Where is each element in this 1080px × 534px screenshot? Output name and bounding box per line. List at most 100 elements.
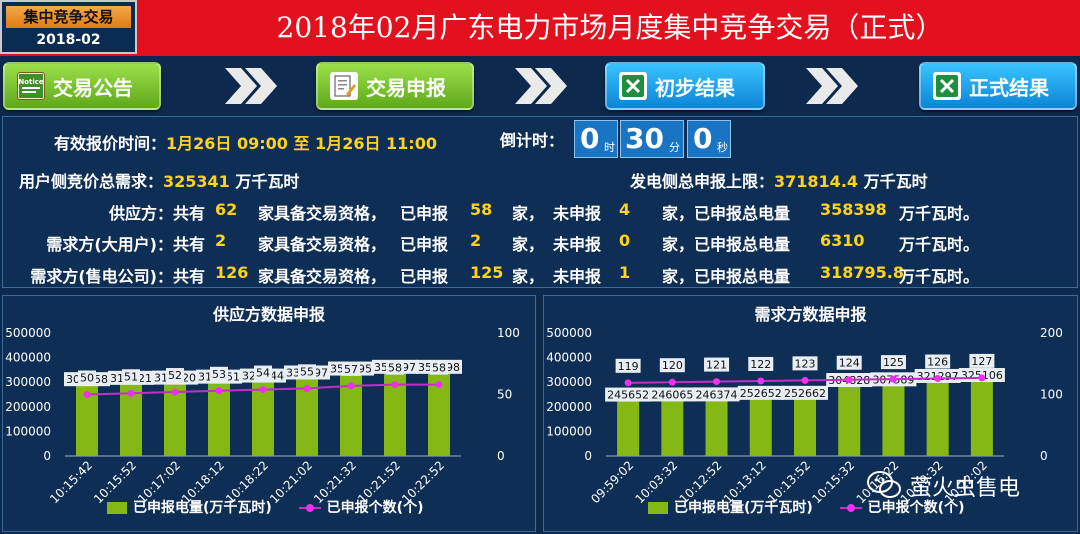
count-value-label: 119 [615,358,641,373]
period-badge: 集中竞争交易 2018-02 [0,0,137,54]
line-swatch [298,502,321,514]
legend-bar-item: 已申报电量(万千瓦时) [107,500,272,516]
count-point [668,378,676,386]
bar-value-label: 252652 [737,385,784,400]
row-total: 62 [215,200,238,219]
line-swatch [839,502,862,514]
row-power: 358398 [820,200,887,219]
bar [208,377,230,456]
demand-chart: 0 100000 200000 300000 400000 500000 0 100 200 24… [546,326,1063,506]
supply-chart-panel: 供应方数据申报 0 100000 200000 300000 400000 500000 0… [2,295,536,532]
bar [340,369,362,456]
y2-tick-label: 100 [1040,388,1063,402]
row-undeclared: 0 [619,231,631,250]
bar [749,393,772,456]
notice-icon: Notice [17,72,45,100]
supply-legend: 已申报电量(万千瓦时) 已申报个数(个) [107,497,423,517]
declaration-label: 交易申报 [366,75,446,100]
row-name: 需求方(售电公司)： [30,267,173,286]
final-result-button[interactable]: 正式结果 [919,62,1077,110]
count-value-text: 58 [388,362,402,375]
bar-swatch [107,502,127,514]
preliminary-result-label: 初步结果 [655,75,735,100]
count-value-bg [386,360,404,375]
bar-value-text: 252652 [740,387,782,400]
demand-chart-panel: 需求方数据申报 0 100000 200000 300000 400000 500000 0… [543,295,1078,532]
gen-limit-row: 发电侧总申报上限：371814.4 万千瓦时 [630,172,928,191]
count-value-label: 51 [122,369,140,384]
valid-time-label: 有效报价时间： [54,134,167,153]
y-tick-label: 400000 [5,351,51,365]
y2-tick-label: 50 [497,388,512,402]
step-arrow-icon [806,68,858,104]
participant-row-large-user: 需求方(大用户)： 共有 2 家具备交易资格， 已申报 2 家， 未申报 0 家… [46,231,980,254]
bar-value-bg [693,387,740,402]
bar-value-label: 252662 [782,385,828,400]
count-value-bg [298,364,316,379]
row-declared: 2 [470,231,482,250]
count-value-bg [659,358,685,373]
count-value-label: 58 [386,360,404,375]
y2-tick-label: 0 [497,449,505,463]
bar-value-text: 245652 [607,389,649,402]
svg-text:Notice: Notice [18,78,44,86]
row-undeclared: 1 [619,263,631,282]
count-value-bg [704,357,730,372]
count-value-text: 54 [256,367,270,380]
header-bar [0,0,1080,56]
bar [296,373,318,456]
count-value-label: 120 [659,358,685,373]
y-tick-label: 200000 [5,400,51,414]
y-tick-label: 500000 [546,326,592,340]
count-value-bg [430,360,448,375]
bar [76,380,98,456]
count-value-label: 50 [78,370,96,385]
countdown-minutes: 30 分 [620,120,684,158]
x-tick-label: 10:15:42 [47,458,95,506]
row-total: 2 [215,231,227,250]
preliminary-result-button[interactable]: 初步结果 [605,62,765,110]
chart-title: 需求方数据申报 [754,305,867,324]
bar-value-bg [737,385,784,400]
count-value-label: 57 [342,361,360,376]
row-power: 6310 [820,231,865,250]
y-tick-label: 300000 [5,375,51,389]
bar [926,376,949,456]
count-value-label: 125 [880,355,906,370]
row-total: 126 [215,263,249,282]
count-value-text: 121 [706,359,727,372]
watermark: 萤火虫售电 [866,468,1066,504]
final-result-label: 正式结果 [969,75,1049,100]
bar-value-bg [605,387,652,402]
demand-legend: 已申报电量(万千瓦时) 已申报个数(个) [648,497,964,517]
declaration-button[interactable]: 交易申报 [316,62,474,110]
count-point [83,391,91,398]
count-point [391,381,399,389]
y-tick-label: 0 [584,449,592,463]
count-value-label: 55 [298,364,316,379]
count-point [845,376,853,384]
bar [838,381,861,456]
count-value-label: 122 [748,356,774,371]
chart-title: 供应方数据申报 [212,305,325,324]
count-value-label: 54 [254,365,272,380]
count-point [978,374,986,382]
bar [661,395,684,456]
row-power: 318795.8 [820,263,905,282]
bar [428,367,450,456]
bar-value-label: 245652 [605,387,652,402]
announcement-button[interactable]: Notice 交易公告 [3,62,161,110]
count-value-text: 55 [300,365,314,378]
count-value-bg [748,356,774,371]
count-value-bg [122,369,140,384]
count-value-text: 120 [662,359,683,372]
count-point [127,389,135,397]
bar [970,376,993,456]
count-point [757,377,765,385]
bar [384,367,406,456]
bar-value-text: 246065 [651,388,693,401]
count-value-text: 51 [124,370,138,383]
count-point [303,384,311,392]
valid-time-row: 有效报价时间：1月26日 09:00 至 1月26日 11:00 [54,130,437,154]
count-point [934,375,942,383]
